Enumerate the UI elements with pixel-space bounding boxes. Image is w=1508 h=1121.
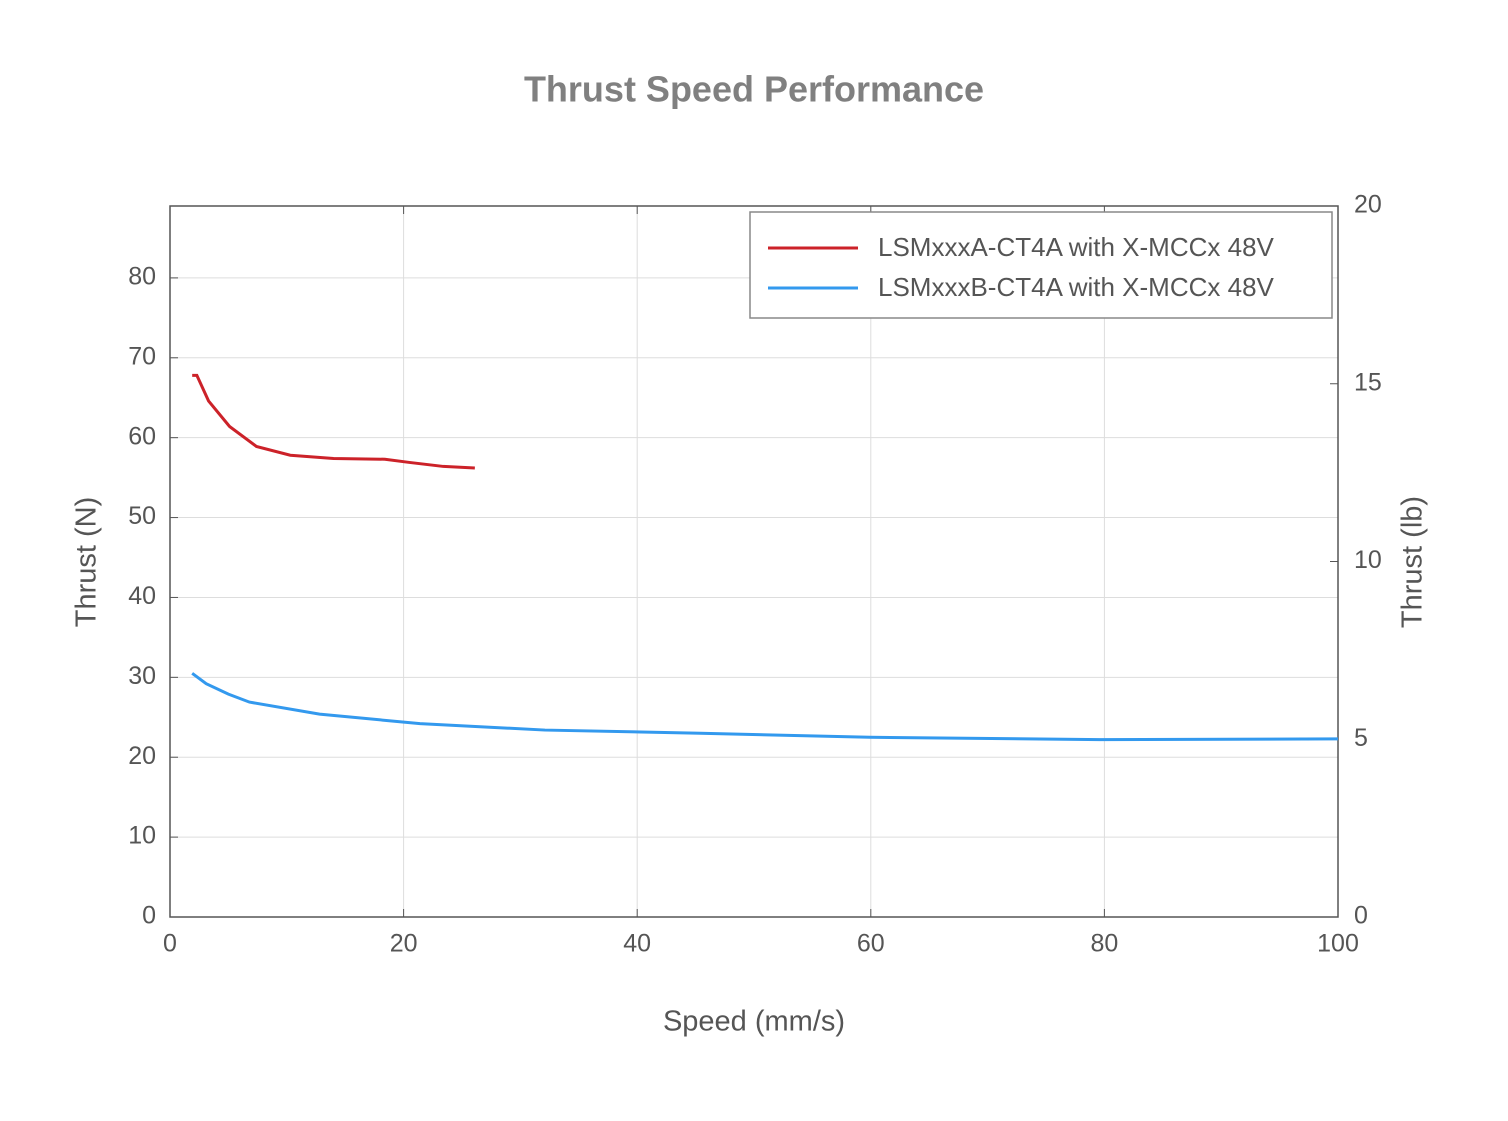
series-line <box>192 373 475 470</box>
y2-tick-label: 20 <box>1354 191 1382 219</box>
y2-tick-label: 5 <box>1354 724 1368 752</box>
y-tick-label: 70 <box>128 342 156 370</box>
plot-frame <box>169 205 1339 918</box>
y2-tick-label: 0 <box>1354 902 1368 930</box>
y-tick-label: 50 <box>128 502 156 530</box>
x-tick-label: 20 <box>390 930 418 958</box>
series-line <box>191 672 1339 742</box>
chart-title: Thrust Speed Performance <box>524 69 984 110</box>
x-tick-label: 0 <box>163 930 177 958</box>
y-tick-label: 80 <box>128 263 156 291</box>
x-tick-label: 40 <box>623 930 651 958</box>
y-tick-label: 20 <box>128 742 156 770</box>
y2-tick-label: 15 <box>1354 368 1382 396</box>
legend-box <box>749 211 1333 319</box>
x-tick-label: 100 <box>1317 930 1359 958</box>
y2-tick-label: 10 <box>1354 546 1382 574</box>
y-axis-label: Thrust (N) <box>71 497 103 628</box>
y-tick-label: 10 <box>128 822 156 850</box>
y2-axis-label: Thrust (lb) <box>1397 496 1429 628</box>
x-axis-label: Speed (mm/s) <box>663 1006 845 1038</box>
y-tick-label: 30 <box>128 662 156 690</box>
legend-label: LSMxxxA-CT4A with X-MCCx 48V <box>878 232 1275 262</box>
legend-label: LSMxxxB-CT4A with X-MCCx 48V <box>878 272 1275 302</box>
y-tick-label: 0 <box>142 902 156 930</box>
x-tick-label: 80 <box>1090 930 1118 958</box>
y-tick-label: 40 <box>128 582 156 610</box>
y-tick-label: 60 <box>128 422 156 450</box>
x-tick-label: 60 <box>857 930 885 958</box>
